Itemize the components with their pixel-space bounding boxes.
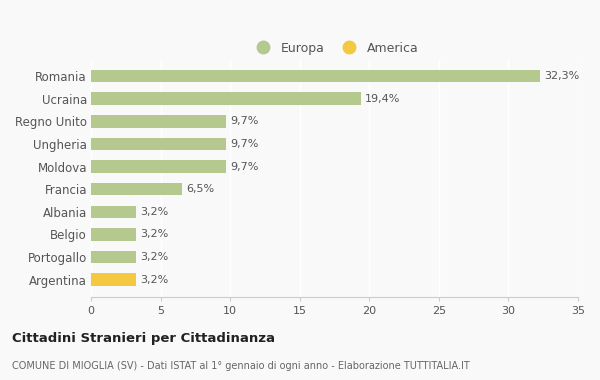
Text: 6,5%: 6,5% [186, 184, 214, 194]
Text: 9,7%: 9,7% [230, 162, 259, 171]
Text: COMUNE DI MIOGLIA (SV) - Dati ISTAT al 1° gennaio di ogni anno - Elaborazione TU: COMUNE DI MIOGLIA (SV) - Dati ISTAT al 1… [12, 361, 470, 370]
Text: 9,7%: 9,7% [230, 116, 259, 126]
Bar [91, 138, 226, 150]
Text: 32,3%: 32,3% [545, 71, 580, 81]
Bar [91, 228, 136, 241]
Bar [91, 273, 136, 286]
Legend: Europa, America: Europa, America [245, 37, 424, 60]
Bar [91, 251, 136, 263]
Text: 3,2%: 3,2% [140, 275, 168, 285]
Text: 3,2%: 3,2% [140, 207, 168, 217]
Text: 19,4%: 19,4% [365, 94, 401, 104]
Text: 3,2%: 3,2% [140, 230, 168, 239]
Bar [91, 183, 182, 195]
Bar [91, 160, 226, 173]
Text: 9,7%: 9,7% [230, 139, 259, 149]
Bar [91, 70, 541, 82]
Text: 3,2%: 3,2% [140, 252, 168, 262]
Bar [91, 206, 136, 218]
Text: Cittadini Stranieri per Cittadinanza: Cittadini Stranieri per Cittadinanza [12, 332, 275, 345]
Bar [91, 115, 226, 128]
Bar [91, 92, 361, 105]
